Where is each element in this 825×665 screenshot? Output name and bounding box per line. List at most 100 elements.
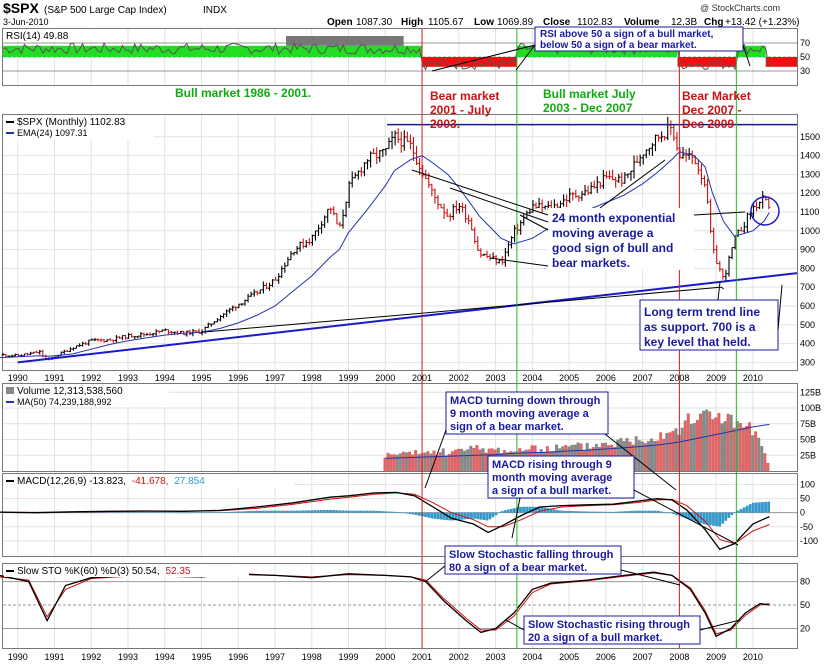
macd-histogram-bar — [748, 504, 752, 513]
macd-histogram-bar — [96, 512, 100, 513]
macd-histogram-bar — [338, 510, 342, 513]
macd-tick-label: 0 — [800, 508, 805, 518]
rsi-note: RSI above 50 a sign of a bull market, be… — [540, 29, 716, 51]
macd-histogram-bar — [249, 510, 253, 513]
volume-tick-label: 100B — [800, 403, 821, 413]
macd-histogram-bar — [298, 510, 302, 513]
macd-histogram-bar — [274, 510, 277, 513]
macd-histogram-bar — [264, 510, 268, 513]
close-value: 1102.83 — [577, 17, 613, 28]
macd-histogram-bar — [329, 509, 332, 513]
ema-note-arrow — [449, 187, 549, 223]
volume-label: Volume — [624, 17, 660, 28]
macd-histogram-bar — [402, 512, 406, 514]
rsi-note-line: below 50 a sign of a bear market. — [540, 40, 697, 51]
volume-bar — [717, 412, 721, 471]
macd-histogram-bar — [240, 511, 244, 513]
panel-labels: RSI(14) 49.88 $SPX (Monthly) 1102.83 EMA… — [4, 30, 294, 577]
volume-bar — [674, 428, 678, 471]
macd-down-box — [445, 391, 609, 435]
price-tick-label: 600 — [800, 301, 815, 311]
ema-note-arrow — [693, 211, 746, 216]
macd-histogram-bar — [656, 510, 660, 513]
macd-histogram-bar — [653, 510, 657, 513]
macd-histogram-bar — [534, 506, 538, 513]
volume-bar — [689, 423, 693, 471]
sto-up-arrow — [699, 619, 741, 631]
volume-bar — [475, 445, 479, 471]
macd-histogram-bar — [638, 510, 642, 513]
macd-histogram-bar — [228, 511, 231, 513]
macd-histogram-bar — [718, 512, 722, 527]
macd-histogram-bar — [696, 512, 700, 523]
macd-histogram-bar — [589, 511, 593, 513]
macd-histogram-bar — [463, 512, 467, 520]
volume-bar — [754, 431, 758, 471]
macd-histogram-bar — [549, 508, 553, 513]
macd-histogram-bar — [255, 510, 259, 513]
rsi-panel-frame — [2, 28, 798, 86]
bull-1-bg — [168, 86, 334, 100]
macd-histogram-bar — [81, 512, 84, 513]
rsi-note-line: RSI above 50 a sign of a bull market, — [540, 29, 714, 40]
macd-histogram-bar — [56, 512, 60, 514]
macd-histogram-bar — [381, 511, 385, 513]
year-tick-label: 2005 — [559, 652, 579, 662]
year-tick-label: 2010 — [743, 652, 763, 662]
macd-histogram-bar — [289, 510, 293, 513]
volume-bar — [723, 421, 727, 471]
macd-histogram-bar — [702, 512, 706, 525]
trend-note-line: key level that held. — [644, 335, 751, 349]
macd-histogram-bar — [90, 512, 94, 513]
macd-histogram-bar — [390, 511, 394, 513]
macd-histogram-bar — [307, 510, 311, 513]
macd-histogram-bar — [451, 512, 455, 521]
macd-histogram-bar — [491, 512, 495, 518]
macd-histogram-bar — [509, 508, 513, 513]
macd-histogram-bar — [761, 502, 764, 513]
volume-bar — [735, 421, 739, 471]
year-tick-label: 1990 — [8, 652, 28, 662]
volume-legend-swatch — [6, 387, 14, 394]
year-tick-label: 2007 — [633, 373, 653, 383]
price-tick-label: 400 — [800, 339, 815, 349]
macd-histogram-bar — [506, 509, 510, 513]
price-tick-label: 1200 — [800, 188, 820, 198]
bear-2-line: Dec 2009 — [682, 117, 734, 131]
volume-bar — [650, 438, 654, 471]
price-tick-label: 1400 — [800, 151, 820, 161]
bear-1-line: Bear market — [430, 89, 499, 103]
price-tick-label: 1100 — [800, 207, 819, 217]
ema-note-box — [548, 208, 694, 270]
macd-histogram-bar — [344, 510, 348, 513]
price-legend: $SPX (Monthly) 1102.83 — [17, 117, 126, 128]
volume-bar — [659, 432, 663, 471]
macd-histogram-bar — [123, 512, 127, 513]
macd-histogram-bar — [384, 511, 388, 513]
low-label: Low — [474, 17, 494, 28]
macd-histogram-bar — [108, 512, 112, 513]
ema-note: 24 month exponential moving average a go… — [552, 211, 679, 270]
macd-histogram-bar — [647, 510, 651, 513]
volume-legend: Volume 12,313,538,560 — [17, 386, 123, 397]
macd-histogram-bar — [705, 512, 709, 525]
macd-histogram-bar — [604, 511, 608, 513]
sto-up-note: Slow Stochastic rising through 20 a sign… — [528, 619, 693, 644]
volume-bar — [766, 462, 770, 471]
sto-up-line: Slow Stochastic rising through — [528, 619, 690, 631]
macd-histogram-bar — [261, 510, 265, 513]
macd-histogram-bar — [231, 511, 234, 513]
volume-bar — [450, 451, 454, 471]
macd-histogram-bar — [221, 512, 225, 513]
volume-bar — [646, 441, 650, 471]
ema-legend: EMA(24) 1097.31 — [17, 128, 88, 138]
macd-histogram-bar — [292, 510, 296, 513]
year-tick-label: 2002 — [449, 373, 469, 383]
year-tick-label: 2002 — [449, 652, 469, 662]
volume-bar — [383, 457, 387, 471]
macd-histogram-bar — [439, 512, 443, 520]
macd-up-line: a sign of a bull market. — [492, 485, 611, 497]
year-tick-label: 2008 — [669, 652, 689, 662]
year-tick-label: 1996 — [228, 652, 248, 662]
macd-histogram-bar — [512, 508, 516, 513]
